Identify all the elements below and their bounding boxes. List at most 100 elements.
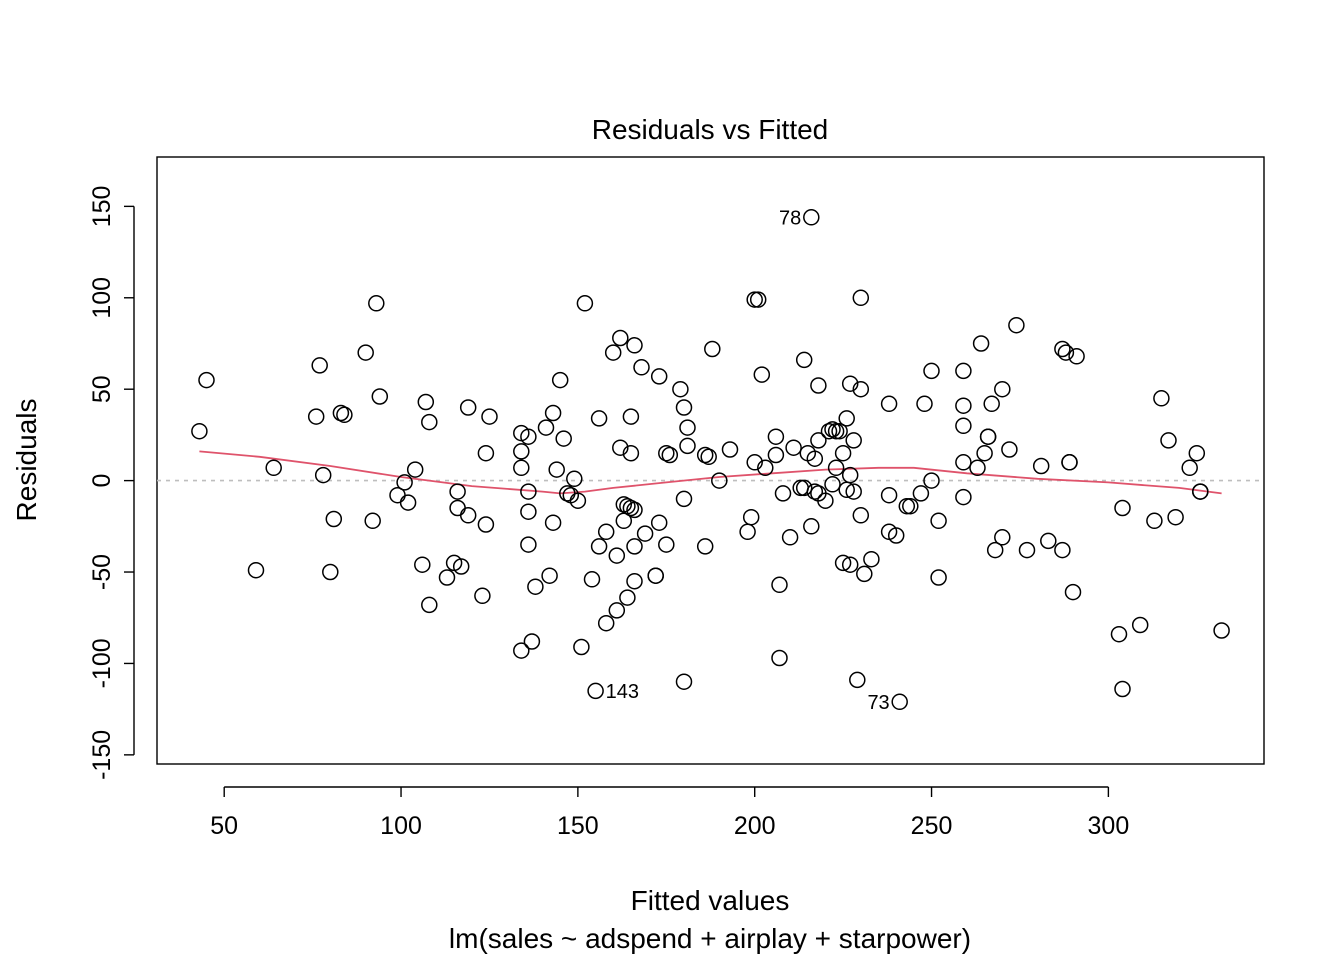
data-point — [622, 444, 640, 462]
data-point — [817, 492, 834, 509]
data-point — [336, 406, 353, 424]
x-axis-label: Fitted values — [631, 885, 790, 916]
data-point — [969, 459, 986, 477]
points-layer — [191, 209, 1230, 711]
plot-frame — [156, 156, 1265, 765]
data-point — [622, 408, 640, 425]
data-point — [930, 512, 947, 530]
data-point — [452, 558, 470, 575]
data-point — [679, 419, 696, 436]
data-point — [332, 404, 350, 422]
data-point — [1213, 622, 1230, 639]
data-point — [449, 499, 466, 517]
data-point — [247, 561, 265, 579]
data-point — [555, 430, 572, 447]
data-point — [626, 501, 643, 519]
data-point — [1018, 541, 1036, 559]
data-point — [658, 536, 675, 553]
data-point — [972, 335, 990, 352]
data-point — [827, 459, 845, 477]
data-point — [368, 295, 385, 312]
y-tick-label: 50 — [88, 375, 116, 403]
data-point — [838, 410, 855, 427]
data-point — [477, 516, 495, 533]
data-point — [626, 538, 643, 555]
data-point — [696, 538, 714, 555]
data-point — [994, 529, 1011, 546]
data-point — [1008, 316, 1025, 334]
data-point — [891, 693, 908, 711]
plot-title: Residuals vs Fitted — [592, 114, 829, 145]
data-point — [1064, 583, 1082, 601]
data-point — [767, 446, 785, 464]
data-point — [1114, 499, 1131, 517]
data-point — [612, 329, 629, 347]
data-point — [1001, 441, 1018, 458]
data-point — [449, 483, 466, 500]
point-label: 78 — [779, 207, 801, 229]
data-point — [1153, 390, 1170, 407]
data-point — [520, 503, 537, 520]
y-tick-label: 100 — [88, 277, 116, 319]
data-point — [541, 567, 558, 584]
y-tick-label: -50 — [88, 554, 116, 590]
x-tick-label: 200 — [734, 812, 776, 840]
data-point — [314, 466, 332, 484]
data-point — [477, 444, 495, 462]
data-point — [887, 527, 905, 544]
y-tick-label: 150 — [88, 186, 116, 228]
data-point — [831, 422, 848, 440]
data-point — [537, 419, 555, 436]
data-point — [636, 525, 654, 542]
data-point — [1131, 616, 1149, 634]
data-point — [612, 439, 629, 456]
data-point — [311, 357, 328, 374]
data-point — [597, 614, 615, 632]
data-point — [1068, 348, 1085, 365]
data-point — [912, 485, 930, 502]
data-point — [357, 344, 374, 361]
data-point — [414, 556, 431, 573]
data-point — [633, 359, 650, 376]
data-point — [880, 486, 898, 504]
data-point — [810, 432, 827, 449]
data-point — [806, 483, 824, 500]
point-labels-layer: 78 143 73 — [606, 207, 890, 714]
data-point — [795, 479, 813, 497]
data-point — [626, 572, 643, 590]
data-point — [841, 556, 859, 573]
data-point — [863, 550, 880, 568]
data-point — [658, 444, 675, 462]
data-point — [1160, 432, 1177, 449]
data-point — [573, 638, 590, 656]
data-point — [679, 437, 696, 455]
data-point — [1181, 459, 1198, 477]
data-point — [587, 682, 604, 700]
data-point — [417, 393, 435, 411]
data-point — [704, 340, 721, 358]
data-point — [767, 428, 785, 445]
data-point — [523, 633, 541, 650]
data-point — [626, 337, 643, 354]
data-point — [986, 541, 1004, 559]
data-point — [841, 466, 859, 484]
data-point — [976, 444, 993, 462]
data-point — [569, 492, 587, 509]
data-point — [700, 448, 717, 466]
data-point — [619, 589, 636, 606]
data-point — [1061, 454, 1078, 471]
data-point — [604, 344, 622, 361]
y-axis: -150 -100 -50 0 50 100 150 — [88, 186, 135, 780]
data-point — [923, 362, 940, 380]
point-label: 73 — [867, 692, 889, 714]
data-point — [527, 578, 544, 595]
data-point — [930, 569, 947, 586]
data-point — [795, 351, 813, 369]
x-tick-label: 150 — [557, 812, 599, 840]
data-point — [583, 571, 601, 588]
data-point — [994, 380, 1011, 398]
data-point — [544, 514, 562, 531]
data-point — [650, 368, 668, 385]
data-point — [955, 362, 972, 380]
